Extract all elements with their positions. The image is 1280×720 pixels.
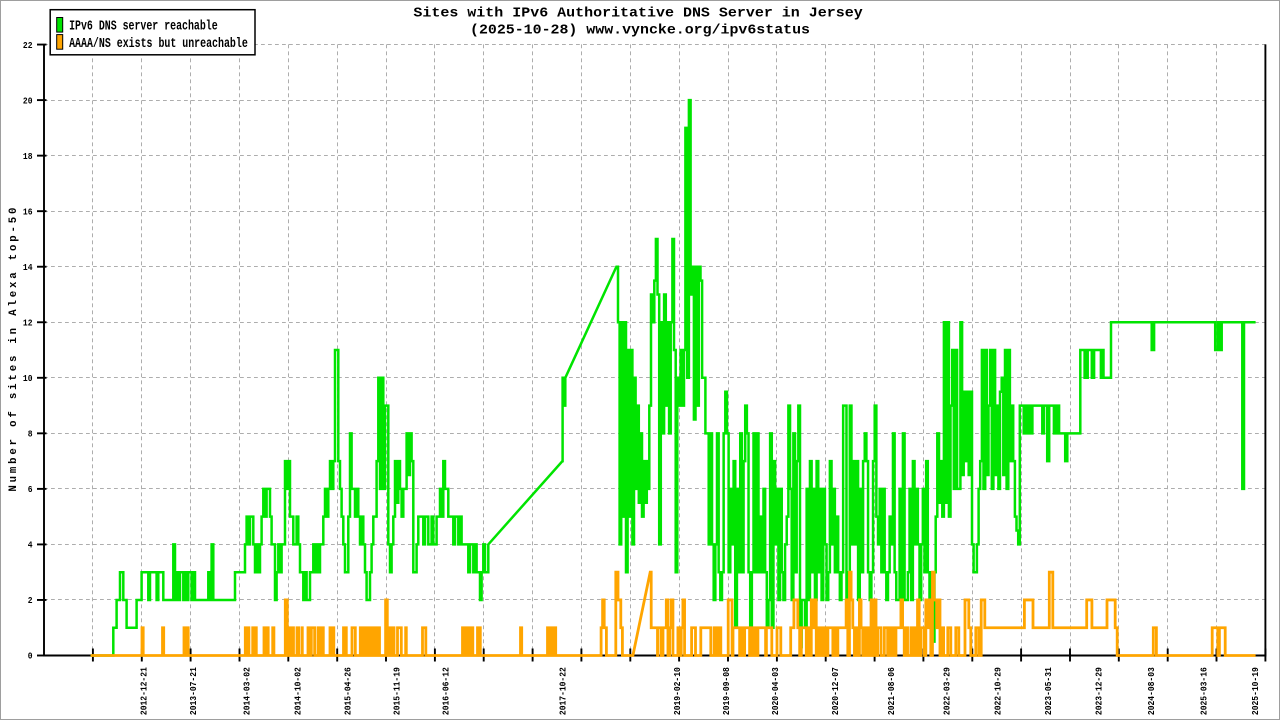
svg-text:8: 8 (28, 429, 33, 440)
svg-text:12: 12 (23, 317, 33, 328)
svg-text:Sites with IPv6 Authoritative: Sites with IPv6 Authoritative DNS Server… (413, 7, 862, 22)
svg-text:2025-10-19: 2025-10-19 (1250, 667, 1261, 715)
svg-text:2020-12-07: 2020-12-07 (830, 667, 841, 715)
svg-text:10: 10 (23, 373, 33, 384)
svg-text:2019-02-10: 2019-02-10 (672, 667, 683, 715)
svg-text:0: 0 (28, 651, 33, 662)
svg-text:(2025-10-28) www.vyncke.org/ip: (2025-10-28) www.vyncke.org/ipv6status (470, 23, 810, 38)
svg-text:6: 6 (28, 484, 33, 495)
svg-text:2022-10-29: 2022-10-29 (993, 667, 1004, 715)
svg-text:2019-09-08: 2019-09-08 (721, 667, 732, 715)
svg-text:2017-10-22: 2017-10-22 (558, 667, 569, 715)
svg-text:2024-08-03: 2024-08-03 (1146, 667, 1157, 715)
svg-text:2022-03-29: 2022-03-29 (942, 667, 953, 715)
svg-text:2023-05-31: 2023-05-31 (1043, 667, 1054, 715)
svg-text:18: 18 (23, 151, 33, 162)
svg-text:2025-03-16: 2025-03-16 (1198, 667, 1209, 715)
svg-text:16: 16 (23, 206, 33, 217)
svg-text:2016-06-12: 2016-06-12 (440, 667, 451, 715)
svg-text:22: 22 (23, 40, 33, 51)
svg-text:2023-12-29: 2023-12-29 (1093, 667, 1104, 715)
svg-text:2015-11-19: 2015-11-19 (391, 667, 402, 715)
svg-text:AAAA/NS exists but unreachable: AAAA/NS exists but unreachable (69, 36, 248, 52)
svg-text:2014-10-02: 2014-10-02 (292, 667, 303, 715)
svg-text:2020-04-03: 2020-04-03 (770, 667, 781, 715)
svg-text:4: 4 (28, 540, 33, 551)
svg-text:2012-12-21: 2012-12-21 (139, 667, 150, 715)
svg-text:2: 2 (28, 595, 33, 606)
svg-text:20: 20 (23, 95, 33, 106)
svg-text:IPv6 DNS server reachable: IPv6 DNS server reachable (69, 18, 218, 34)
svg-text:2021-08-06: 2021-08-06 (886, 667, 897, 715)
svg-text:2014-03-02: 2014-03-02 (241, 667, 252, 715)
svg-text:14: 14 (23, 262, 33, 273)
svg-text:2013-07-21: 2013-07-21 (188, 667, 199, 715)
svg-text:2015-04-26: 2015-04-26 (343, 667, 354, 715)
svg-text:Number of sites in Alexa top-5: Number of sites in Alexa top-50 (8, 208, 20, 492)
